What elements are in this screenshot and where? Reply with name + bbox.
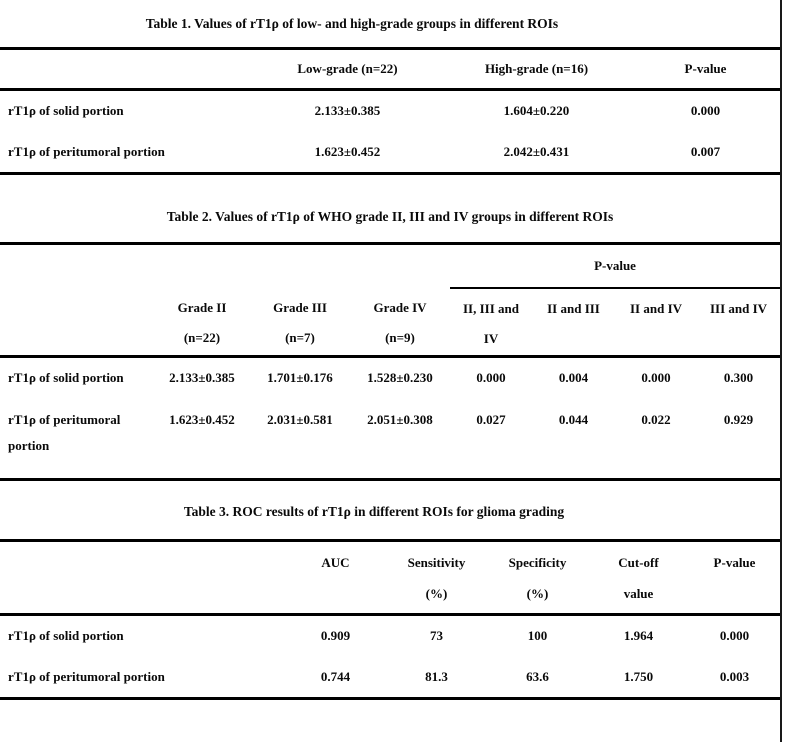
header-line1: III and IV <box>709 300 768 316</box>
table3-header-pvalue: P-value <box>689 541 780 615</box>
table3-header-row: AUC Sensitivity (%) Specificity (%) Cut-of… <box>0 541 780 615</box>
table2-pvalue-group-label: P-value <box>450 243 781 289</box>
table3-header-cutoff: Cut-off value <box>588 541 689 615</box>
cell-value: 1.604±0.220 <box>503 103 570 119</box>
table2-header-grade3: Grade III (n=7) <box>250 288 350 357</box>
cell-value: 100 <box>527 628 548 644</box>
cell-value: 0.300 <box>723 370 754 385</box>
table-row: rT1ρ of solid portion 2.133±0.385 1.604±… <box>0 90 780 132</box>
table2-header-p-24: II and IV <box>615 288 697 357</box>
table3: AUC Sensitivity (%) Specificity (%) Cut-of… <box>0 539 780 700</box>
cell-value: 0.929 <box>723 411 754 427</box>
header-line2: (%) <box>425 586 448 601</box>
cell-value: 2.042±0.431 <box>503 143 570 159</box>
table1: Low-grade (n=22) High-grade (n=16) P-val… <box>0 47 780 175</box>
cell-value: 0.000 <box>690 103 721 119</box>
table2-title: Table 2. Values of rT1ρ of WHO grade II,… <box>166 209 614 224</box>
cell-value: 63.6 <box>526 668 549 684</box>
row-label: rT1ρ of solid portion <box>8 370 124 385</box>
header-line1: AUC <box>321 555 350 570</box>
cell-value: 81.3 <box>425 668 448 684</box>
header-line1: Specificity <box>508 555 567 570</box>
table2-header-row: Grade II (n=22) Grade III (n=7) Grade IV (n… <box>0 288 780 357</box>
table1-header-row: Low-grade (n=22) High-grade (n=16) P-val… <box>0 49 780 90</box>
cell-value: 1.750 <box>623 668 654 684</box>
table2-header-grade2: Grade II (n=22) <box>154 288 250 357</box>
table-row: rT1ρ of peritumoral portion 1.623±0.452 … <box>0 132 780 174</box>
table-row: rT1ρ of solid portion 2.133±0.385 1.701±… <box>0 357 780 400</box>
table-row: rT1ρ of peritumoral portion 1.623±0.452 … <box>0 400 780 480</box>
table2-header: P-value Grade II (n=22) Grade III (n=7) Gr… <box>0 243 781 357</box>
header-line1: Grade III <box>273 299 327 315</box>
header-line1: II, III and <box>462 300 519 316</box>
cell-value: 2.133±0.385 <box>314 103 381 119</box>
cell-value: 0.027 <box>476 411 506 427</box>
table-row: rT1ρ of solid portion 0.909 73 100 1.964… <box>0 615 780 657</box>
table-row: rT1ρ of peritumoral portion 0.744 81.3 6… <box>0 657 780 699</box>
cell-value: 0.000 <box>641 370 671 385</box>
header-line1: Grade IV <box>373 299 427 315</box>
table1-header-low-grade: Low-grade (n=22) <box>297 61 398 76</box>
cell-value: 2.031±0.581 <box>267 411 333 427</box>
header-line2: (%) <box>526 586 549 601</box>
header-line1: Cut-off <box>618 555 659 570</box>
table1-header-pvalue: P-value <box>684 61 727 76</box>
table2: P-value Grade II (n=22) Grade III (n=7) Gr… <box>0 242 781 481</box>
table1-header: Low-grade (n=22) High-grade (n=16) P-val… <box>0 49 780 90</box>
cell-value: 0.909 <box>320 628 351 644</box>
table2-pvalue-group-row: P-value <box>0 243 781 289</box>
table2-header-p-34: III and IV <box>697 288 780 357</box>
table3-header: AUC Sensitivity (%) Specificity (%) Cut-of… <box>0 541 780 615</box>
cell-value: 0.000 <box>719 628 750 644</box>
scan-edge-line <box>780 0 782 742</box>
table2-header-p-234: II, III and IV <box>450 288 532 357</box>
cell-value: 0.022 <box>641 411 671 427</box>
table2-header-grade4: Grade IV (n=9) <box>350 288 450 357</box>
header-line2: value <box>623 586 654 601</box>
cell-value: 1.528±0.230 <box>367 370 433 385</box>
header-line2: (n=7) <box>285 329 315 345</box>
row-label: rT1ρ of peritumoral portion <box>8 411 121 453</box>
table1-title: Table 1. Values of rT1ρ of low- and high… <box>145 16 559 31</box>
cell-value: 0.044 <box>558 411 589 427</box>
row-label: rT1ρ of peritumoral portion <box>8 668 165 684</box>
cell-value: 1.623±0.452 <box>314 143 381 159</box>
cell-value: 0.000 <box>476 370 506 385</box>
header-line1: P-value <box>713 555 756 570</box>
row-label: rT1ρ of solid portion <box>8 628 124 644</box>
table3-header-auc: AUC <box>285 541 386 615</box>
header-line1: II and III <box>547 300 600 316</box>
cell-value: 0.003 <box>719 668 750 684</box>
cell-value: 1.701±0.176 <box>267 370 333 385</box>
cell-value: 1.623±0.452 <box>169 411 235 427</box>
table2-header-empty <box>0 288 154 357</box>
row-label: rT1ρ of peritumoral portion <box>8 143 165 159</box>
table1-header-high-grade: High-grade (n=16) <box>484 61 589 76</box>
cell-value: 0.007 <box>690 143 721 159</box>
page-content: Table 1. Values of rT1ρ of low- and high… <box>0 13 781 700</box>
table2-group-empty <box>0 244 450 288</box>
cell-value: 73 <box>430 628 443 644</box>
cell-value: 2.133±0.385 <box>169 370 235 385</box>
header-line2: (n=9) <box>385 329 415 345</box>
header-line1: Grade II <box>177 299 227 315</box>
header-line2: IV <box>483 330 499 346</box>
table3-header-sensitivity: Sensitivity (%) <box>386 541 487 615</box>
table1-header-empty <box>0 49 253 90</box>
cell-value: 1.964 <box>623 628 654 644</box>
table2-header-p-23: II and III <box>532 288 615 357</box>
row-label: rT1ρ of solid portion <box>8 103 124 119</box>
header-line2: (n=22) <box>183 329 221 345</box>
cell-value: 0.004 <box>558 370 589 385</box>
cell-value: 0.744 <box>320 668 351 684</box>
table3-title: Table 3. ROC results of rT1ρ in differen… <box>183 504 565 519</box>
table3-header-specificity: Specificity (%) <box>487 541 588 615</box>
header-line1: Sensitivity <box>407 555 466 570</box>
header-line1: II and IV <box>629 300 683 316</box>
table3-header-empty <box>0 541 285 615</box>
cell-value: 2.051±0.308 <box>367 411 433 427</box>
